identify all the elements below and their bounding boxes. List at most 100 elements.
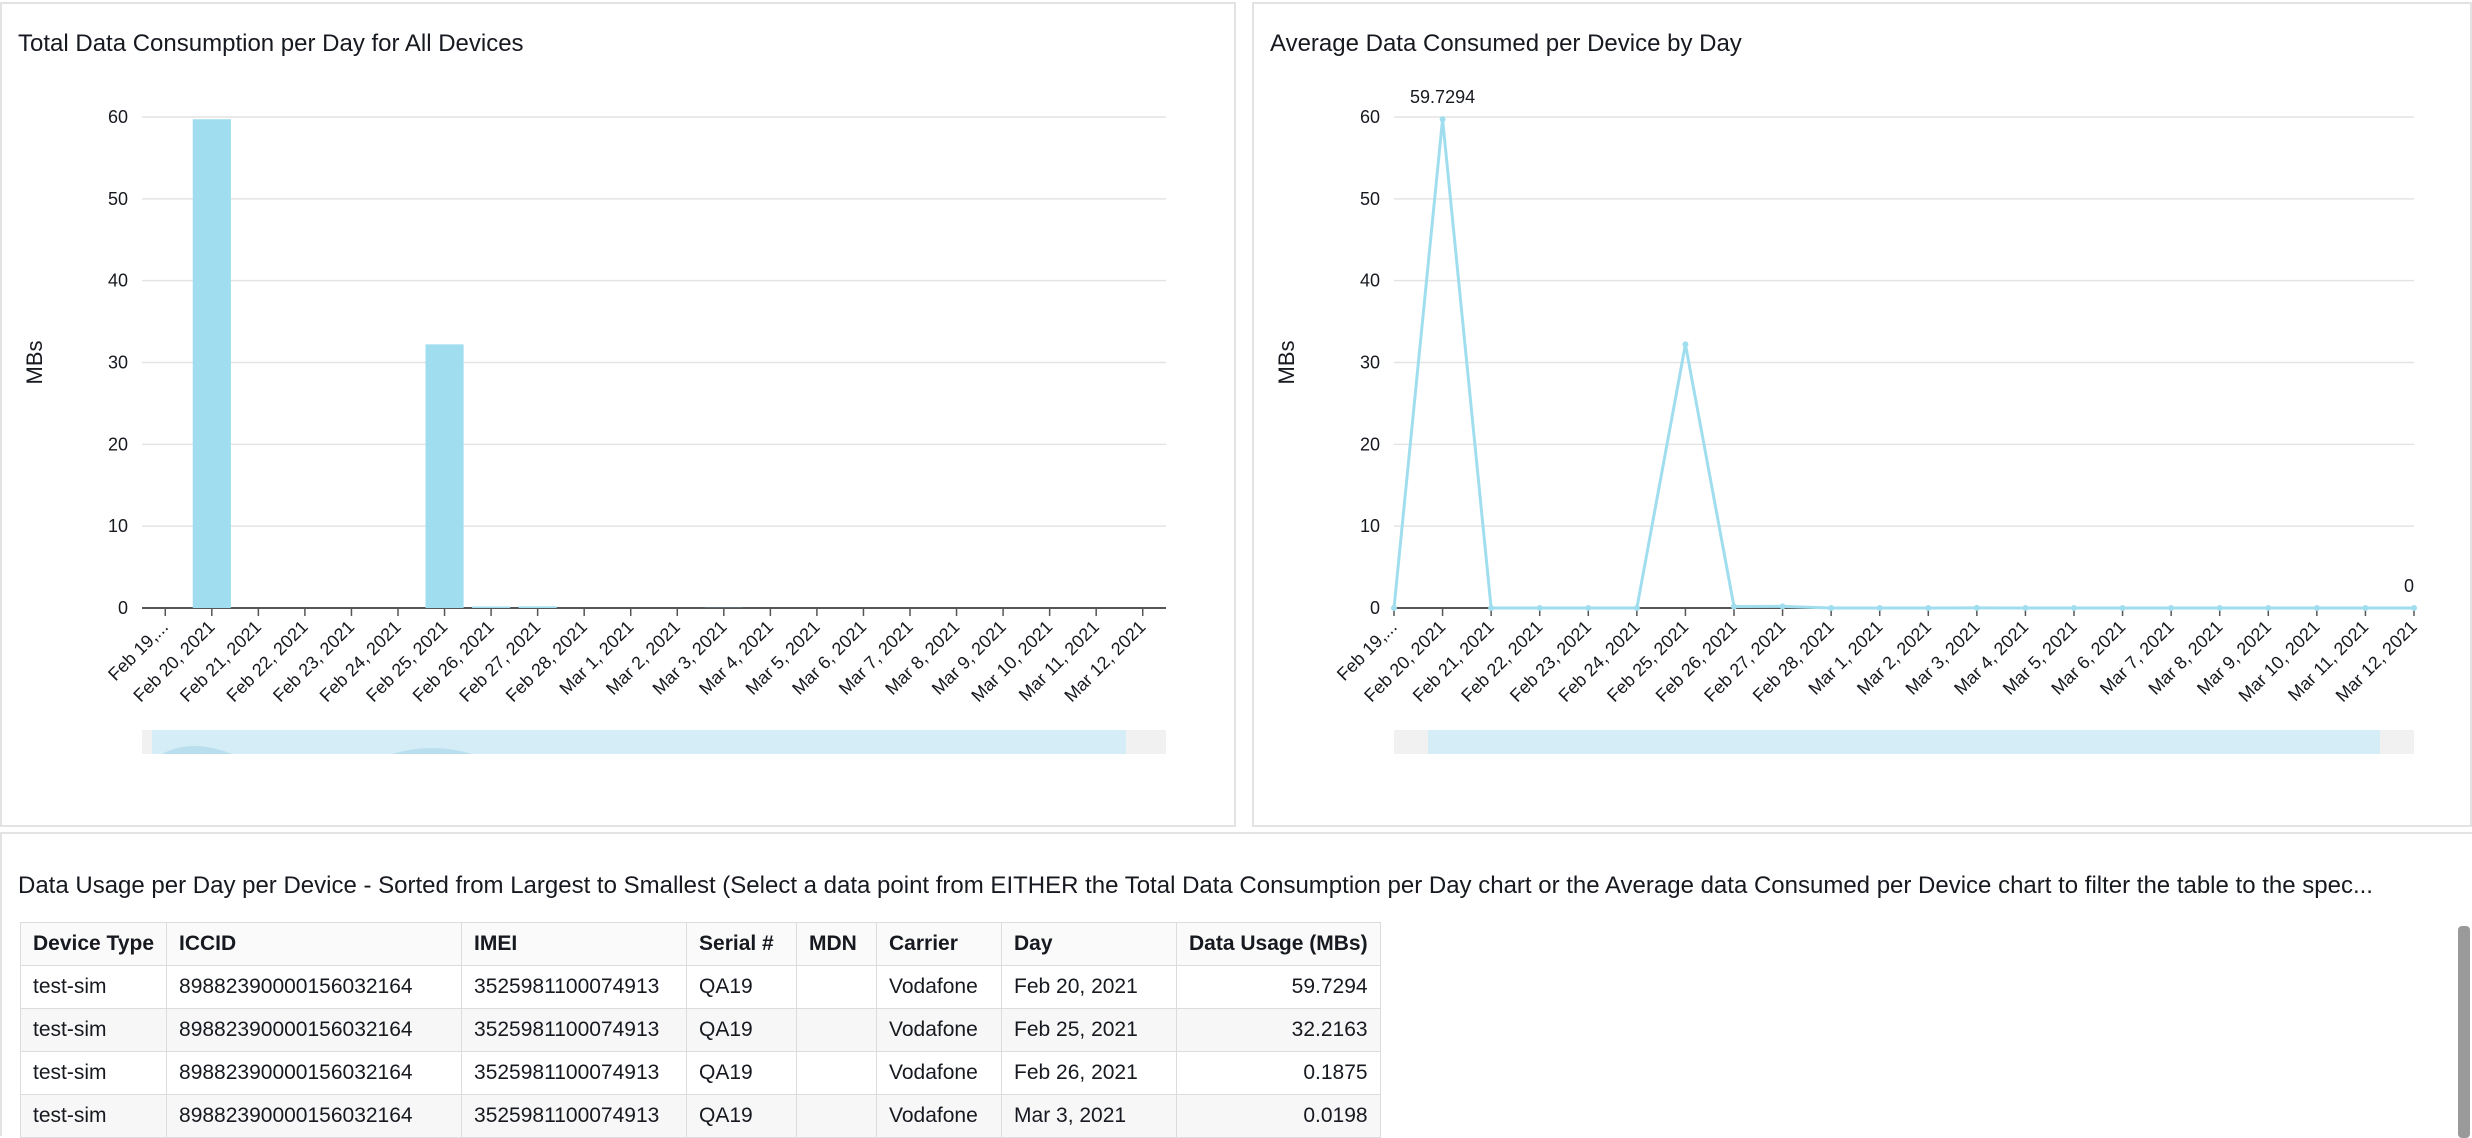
table-title: Data Usage per Day per Device - Sorted f…	[18, 872, 2458, 900]
average-consumption-panel: Average Data Consumed per Device by Day …	[1252, 2, 2472, 827]
data-label: 59.7294	[1410, 87, 1475, 107]
bar[interactable]	[472, 606, 510, 608]
cell-device-type: test-sim	[21, 966, 167, 1009]
cell-iccid: 89882390000156032164	[167, 1095, 462, 1138]
y-tick-label: 40	[1360, 271, 1380, 291]
cell-day: Feb 25, 2021	[1002, 1009, 1177, 1052]
cell-imei: 3525981100074913	[462, 966, 687, 1009]
y-axis-label: MBs	[1274, 341, 1299, 385]
data-point[interactable]	[1682, 341, 1688, 347]
cell-data-usage: 0.0198	[1177, 1095, 1381, 1138]
y-tick-label: 50	[108, 189, 128, 209]
y-tick-label: 30	[1360, 353, 1380, 373]
cell-mdn	[797, 1095, 877, 1138]
cell-mdn	[797, 1009, 877, 1052]
range-slider-window[interactable]	[1428, 730, 2380, 754]
cell-device-type: test-sim	[21, 1052, 167, 1095]
y-tick-label: 60	[1360, 107, 1380, 127]
column-header-data-usage[interactable]: Data Usage (MBs)	[1177, 923, 1381, 966]
data-point[interactable]	[1634, 605, 1640, 611]
data-point[interactable]	[2265, 605, 2271, 611]
cell-carrier: Vodafone	[877, 1095, 1002, 1138]
cell-serial: QA19	[687, 1009, 797, 1052]
table-header-row: Device Type ICCID IMEI Serial # MDN Carr…	[21, 923, 1381, 966]
data-point[interactable]	[1925, 605, 1931, 611]
series-line[interactable]	[1394, 119, 2414, 608]
total-consumption-panel: Total Data Consumption per Day for All D…	[0, 2, 1236, 827]
y-tick-label: 0	[118, 598, 128, 618]
cell-data-usage: 59.7294	[1177, 966, 1381, 1009]
data-point[interactable]	[2411, 605, 2417, 611]
data-point[interactable]	[1585, 605, 1591, 611]
cell-day: Mar 3, 2021	[1002, 1095, 1177, 1138]
cell-carrier: Vodafone	[877, 1052, 1002, 1095]
column-header-iccid[interactable]: ICCID	[167, 923, 462, 966]
cell-carrier: Vodafone	[877, 966, 1002, 1009]
data-point[interactable]	[1877, 605, 1883, 611]
y-tick-label: 20	[1360, 434, 1380, 454]
bar[interactable]	[425, 344, 463, 608]
table-row[interactable]: test-sim 89882390000156032164 3525981100…	[21, 966, 1381, 1009]
y-tick-label: 0	[1370, 598, 1380, 618]
cell-imei: 3525981100074913	[462, 1009, 687, 1052]
y-tick-label: 40	[108, 271, 128, 291]
cell-imei: 3525981100074913	[462, 1095, 687, 1138]
table-row[interactable]: test-sim 89882390000156032164 3525981100…	[21, 1095, 1381, 1138]
data-point[interactable]	[1780, 603, 1786, 609]
data-usage-panel: Data Usage per Day per Device - Sorted f…	[0, 832, 2472, 1136]
data-point[interactable]	[1828, 605, 1834, 611]
data-usage-table: Device Type ICCID IMEI Serial # MDN Carr…	[20, 922, 1381, 1138]
data-point[interactable]	[2217, 605, 2223, 611]
column-header-device-type[interactable]: Device Type	[21, 923, 167, 966]
data-point[interactable]	[2362, 605, 2368, 611]
table-scrollbar[interactable]	[2458, 926, 2470, 1138]
data-point[interactable]	[1731, 603, 1737, 609]
cell-device-type: test-sim	[21, 1095, 167, 1138]
column-header-mdn[interactable]: MDN	[797, 923, 877, 966]
y-tick-label: 10	[1360, 516, 1380, 536]
data-point[interactable]	[2168, 605, 2174, 611]
bar[interactable]	[193, 119, 231, 608]
data-point[interactable]	[1440, 116, 1446, 122]
range-slider-window[interactable]	[152, 730, 1126, 754]
table-row[interactable]: test-sim 89882390000156032164 3525981100…	[21, 1052, 1381, 1095]
data-point[interactable]	[1537, 605, 1543, 611]
cell-mdn	[797, 966, 877, 1009]
cell-serial: QA19	[687, 1095, 797, 1138]
data-point[interactable]	[2022, 605, 2028, 611]
data-point[interactable]	[1391, 605, 1397, 611]
cell-iccid: 89882390000156032164	[167, 1052, 462, 1095]
cell-serial: QA19	[687, 966, 797, 1009]
y-tick-label: 20	[108, 434, 128, 454]
x-tick-label: Mar 12, 2021	[1060, 617, 1149, 706]
data-point[interactable]	[1488, 605, 1494, 611]
table-row[interactable]: test-sim 89882390000156032164 3525981100…	[21, 1009, 1381, 1052]
data-point[interactable]	[1974, 605, 1980, 611]
column-header-day[interactable]: Day	[1002, 923, 1177, 966]
cell-mdn	[797, 1052, 877, 1095]
column-header-serial[interactable]: Serial #	[687, 923, 797, 966]
cell-data-usage: 0.1875	[1177, 1052, 1381, 1095]
y-axis-label: MBs	[22, 341, 47, 385]
y-tick-label: 60	[108, 107, 128, 127]
data-label: 0	[2404, 576, 2414, 596]
y-tick-label: 10	[108, 516, 128, 536]
y-tick-label: 50	[1360, 189, 1380, 209]
cell-data-usage: 32.2163	[1177, 1009, 1381, 1052]
column-header-carrier[interactable]: Carrier	[877, 923, 1002, 966]
cell-carrier: Vodafone	[877, 1009, 1002, 1052]
column-header-imei[interactable]: IMEI	[462, 923, 687, 966]
data-point[interactable]	[2120, 605, 2126, 611]
cell-day: Feb 20, 2021	[1002, 966, 1177, 1009]
cell-device-type: test-sim	[21, 1009, 167, 1052]
cell-iccid: 89882390000156032164	[167, 966, 462, 1009]
bar[interactable]	[519, 606, 557, 608]
cell-imei: 3525981100074913	[462, 1052, 687, 1095]
cell-day: Feb 26, 2021	[1002, 1052, 1177, 1095]
data-point[interactable]	[2314, 605, 2320, 611]
y-tick-label: 30	[108, 353, 128, 373]
cell-iccid: 89882390000156032164	[167, 1009, 462, 1052]
data-point[interactable]	[2071, 605, 2077, 611]
